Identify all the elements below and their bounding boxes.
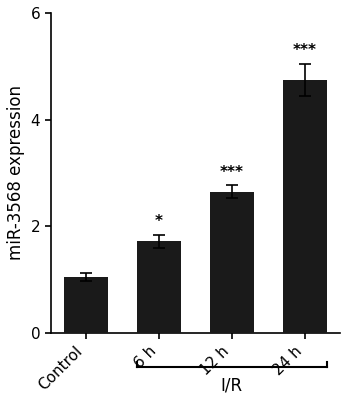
Bar xyxy=(64,277,108,333)
Y-axis label: miR-3568 expression: miR-3568 expression xyxy=(7,86,25,260)
Bar xyxy=(283,80,327,333)
Bar xyxy=(210,192,254,333)
Text: ***: *** xyxy=(220,165,244,180)
Text: ***: *** xyxy=(293,43,317,58)
Bar xyxy=(137,241,181,333)
Text: *: * xyxy=(155,214,163,230)
Text: I/R: I/R xyxy=(221,377,243,395)
